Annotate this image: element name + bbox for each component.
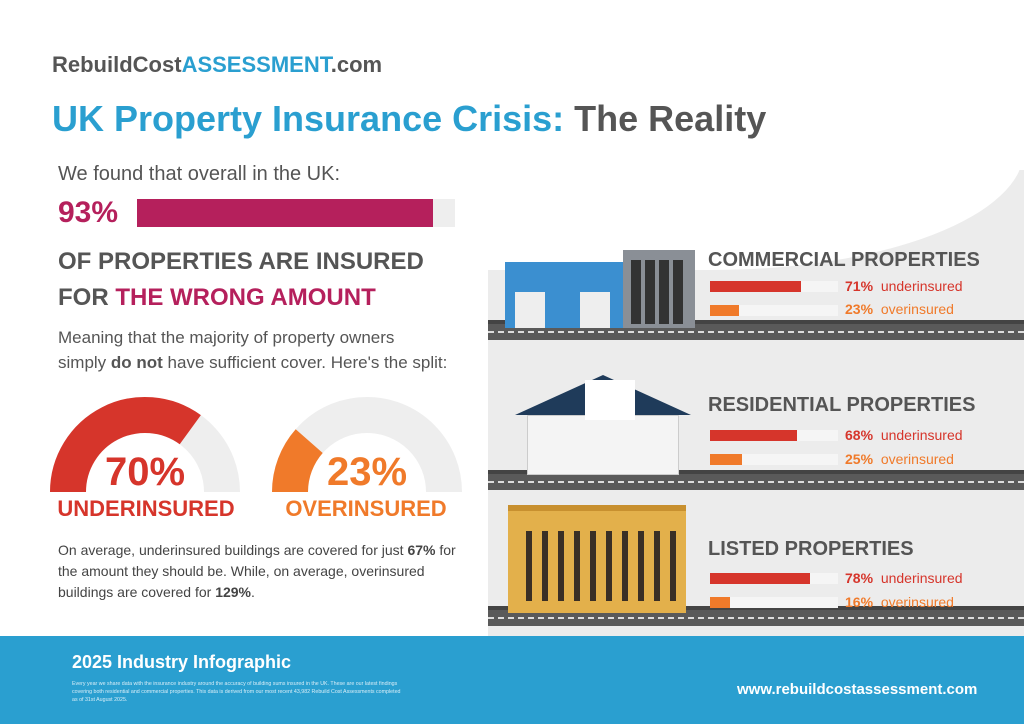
residential-under-bar	[710, 430, 838, 441]
stat-value: 23%	[845, 301, 874, 317]
headline-bar	[137, 199, 455, 227]
bar-fill	[710, 573, 810, 584]
road-divider	[488, 470, 1024, 490]
underinsured-label: UNDERINSURED	[57, 496, 235, 521]
stat-label: underinsured	[880, 570, 963, 586]
overinsured-value: 23%	[326, 450, 408, 494]
bar-fill	[710, 305, 740, 316]
commercial-title: COMMERCIAL PROPERTIES	[708, 249, 980, 271]
listed-building-illustration	[508, 505, 686, 613]
stat-value: 16%	[845, 594, 874, 610]
avg-bold: 67%	[407, 542, 436, 558]
stat-value: 78%	[845, 570, 874, 586]
bar-fill	[710, 597, 731, 608]
logo-text: .com	[330, 52, 383, 77]
stat-label: underinsured	[880, 278, 963, 294]
avg-text: .	[251, 584, 255, 600]
headline-line2: FOR THE WRONG AMOUNT	[58, 284, 376, 312]
commercial-over-text: 23% overinsured	[845, 301, 954, 317]
stat-label: overinsured	[880, 451, 954, 467]
commercial-building-illustration	[505, 262, 623, 328]
footer	[0, 636, 1024, 724]
residential-under-text: 68% underinsured	[845, 427, 963, 443]
logo[interactable]: RebuildCostASSESSMENT.com	[52, 52, 382, 78]
bar-fill	[710, 430, 798, 441]
residential-house-illustration	[515, 375, 691, 475]
commercial-under-bar	[710, 281, 838, 292]
underinsured-gauge	[50, 396, 240, 493]
office-building-illustration	[623, 250, 695, 328]
title-part: The Reality	[564, 98, 767, 139]
listed-under-bar	[710, 573, 838, 584]
title-part: UK Property Insurance Crisis:	[52, 98, 565, 139]
headline-bar-fill	[137, 199, 433, 227]
residential-title: RESIDENTIAL PROPERTIES	[708, 394, 976, 416]
logo-text: ASSESSMENT	[181, 52, 331, 77]
stat-label: overinsured	[880, 594, 954, 610]
footer-description: Every year we share data with the insura…	[72, 681, 401, 703]
meaning-bold: do not	[110, 353, 163, 372]
overinsured-gauge	[272, 397, 462, 493]
meaning-line1: Meaning that the majority of property ow…	[58, 328, 395, 347]
commercial-over-bar	[710, 305, 838, 316]
residential-over-bar	[710, 454, 838, 465]
bar-fill	[710, 281, 801, 292]
listed-under-text: 78% underinsured	[845, 570, 963, 586]
left-panel	[0, 150, 488, 640]
footer-title: 2025 Industry Infographic	[72, 652, 292, 672]
headline-text: FOR	[58, 284, 116, 311]
avg-text: On average, underinsured buildings are c…	[58, 542, 408, 558]
average-text: On average, underinsured buildings are c…	[58, 540, 478, 603]
listed-title: LISTED PROPERTIES	[708, 538, 914, 560]
listed-over-bar	[710, 597, 838, 608]
website-link[interactable]: www.rebuildcostassessment.com	[737, 681, 978, 698]
gauge-fill	[50, 396, 201, 493]
gauge-fill	[272, 429, 324, 493]
avg-text: for the amount they should be. While, on…	[58, 542, 456, 600]
stat-value: 68%	[845, 427, 874, 443]
commercial-under-text: 71% underinsured	[845, 278, 963, 294]
page-title: UK Property Insurance Crisis: The Realit…	[52, 98, 766, 140]
headline-highlight: THE WRONG AMOUNT	[115, 284, 376, 311]
headline-percent: 93%	[58, 196, 119, 229]
underinsured-value: 70%	[104, 450, 186, 494]
bar-fill	[710, 454, 742, 465]
headline-line1: OF PROPERTIES ARE INSURED	[58, 248, 424, 275]
overinsured-label: OVERINSURED	[285, 496, 447, 521]
intro-text: We found that overall in the UK:	[58, 163, 341, 185]
meaning-text: have sufficient cover. Here's the split:	[162, 353, 448, 372]
stat-label: overinsured	[880, 301, 954, 317]
stat-value: 25%	[845, 451, 874, 467]
avg-bold: 129%	[215, 584, 252, 600]
meaning-text: simply	[58, 353, 111, 372]
listed-over-text: 16% overinsured	[845, 594, 954, 610]
stat-value: 71%	[845, 278, 874, 294]
meaning-line2: simply do not have sufficient cover. Her…	[58, 353, 447, 373]
residential-over-text: 25% overinsured	[845, 451, 954, 467]
stat-label: underinsured	[880, 427, 963, 443]
logo-text: RebuildCost	[52, 52, 182, 77]
